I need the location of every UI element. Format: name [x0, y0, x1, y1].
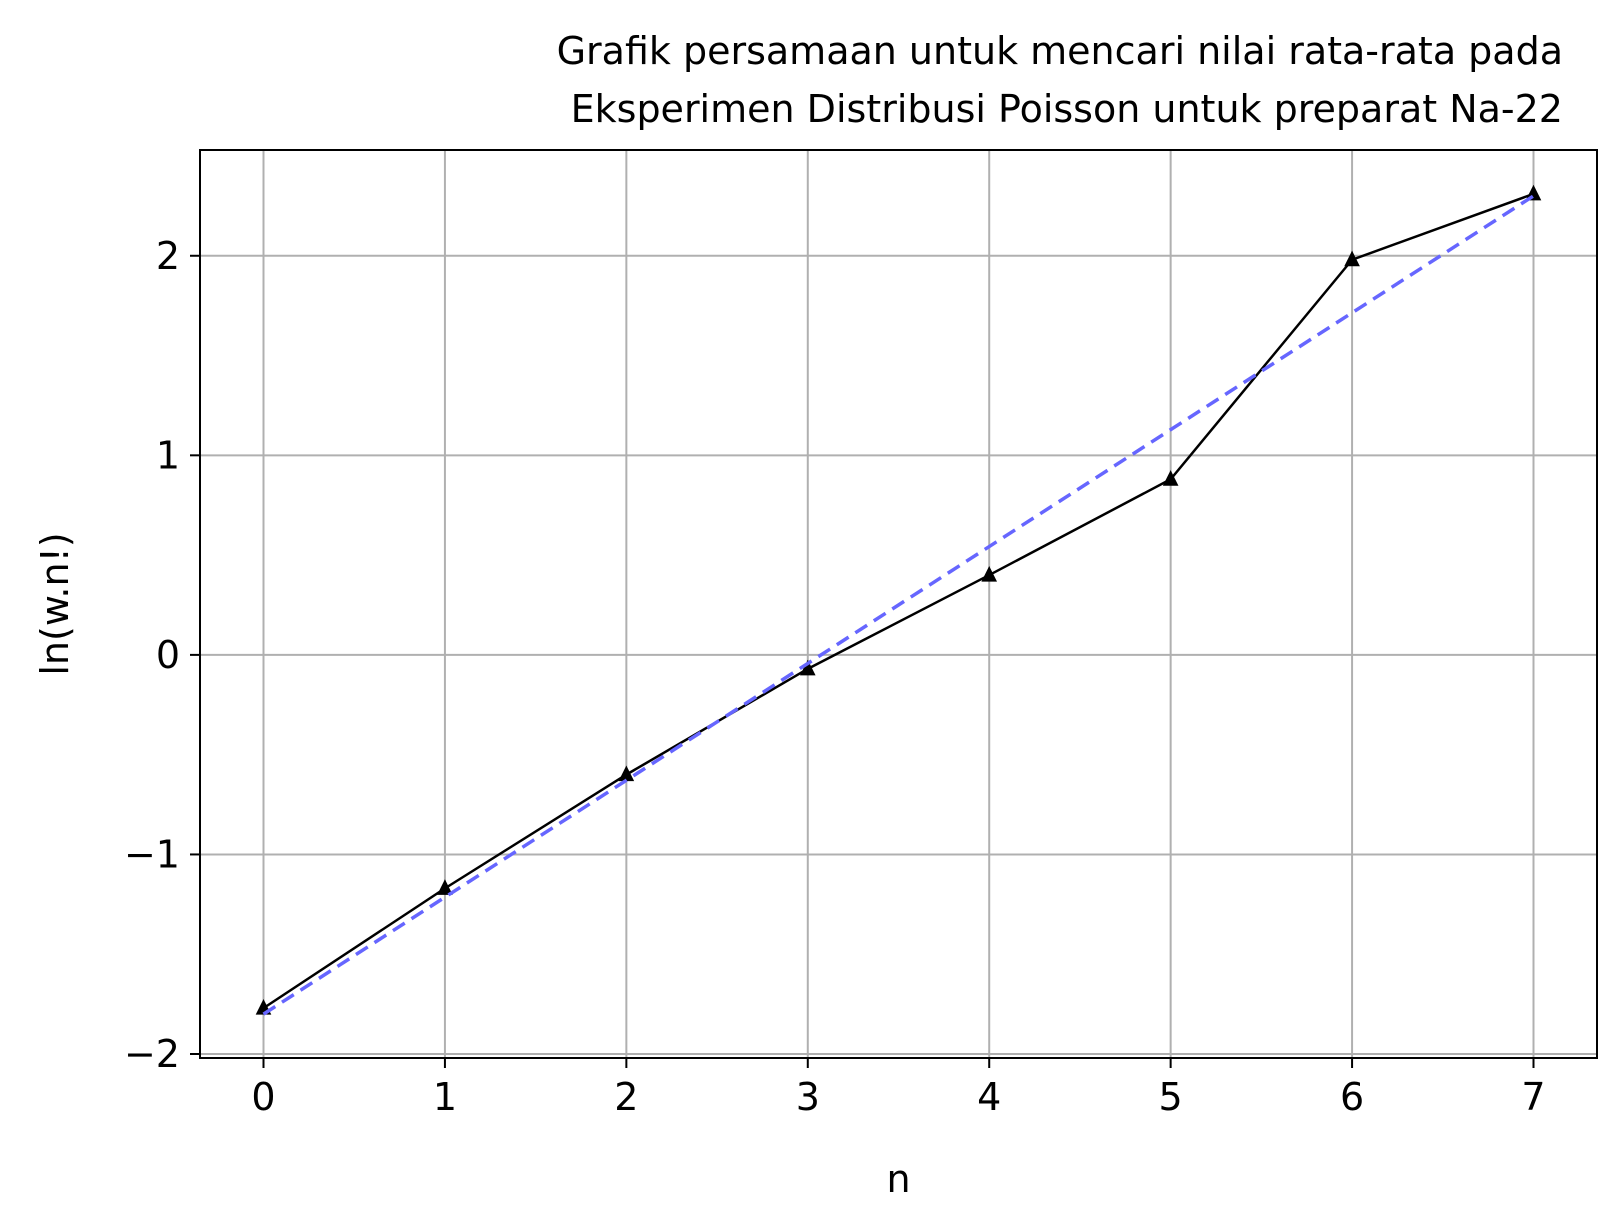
x-tick-label: 3	[796, 1075, 820, 1119]
x-tick-label: 1	[433, 1075, 457, 1119]
series-0-point	[1344, 250, 1360, 267]
series-0-point	[981, 565, 998, 582]
y-tick-label: 0	[156, 633, 180, 677]
y-axis-label: ln(w.n!)	[33, 532, 77, 675]
plot-frame	[199, 149, 1598, 1059]
series-0-point	[1162, 470, 1179, 486]
x-tick-label: 2	[614, 1075, 638, 1119]
y-tick-label: 1	[156, 433, 180, 477]
y-tick-label: 2	[156, 234, 180, 278]
x-axis-label: n	[886, 1157, 910, 1201]
x-tick-label: 0	[251, 1075, 275, 1119]
y-tick-label: −2	[124, 1032, 180, 1076]
series-layer	[255, 184, 1542, 1016]
ticks: 0 1 2 3 4 5 6 7 −2 −1 0 1 2	[124, 234, 1546, 1119]
chart-title-line-1: Grafik persamaan untuk mencari nilai rat…	[557, 29, 1563, 73]
x-tick-label: 6	[1340, 1075, 1364, 1119]
x-tick-label: 5	[1159, 1075, 1183, 1119]
x-tick-label: 4	[977, 1075, 1001, 1119]
series-0-point	[799, 659, 816, 676]
y-tick-label: −1	[124, 832, 180, 876]
series-0-line	[262, 192, 1534, 1010]
x-tick-label: 7	[1521, 1075, 1545, 1119]
series-1-line	[262, 194, 1535, 1016]
series-0-point	[437, 879, 453, 895]
chart-title-line-2: Eksperimen Distribusi Poisson untuk prep…	[571, 87, 1563, 131]
